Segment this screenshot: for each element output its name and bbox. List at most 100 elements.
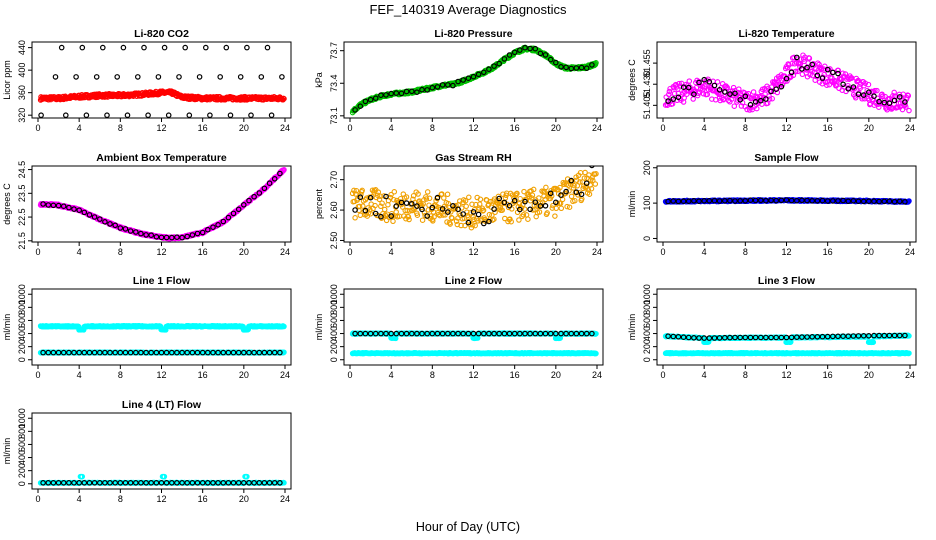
average-point <box>840 197 846 204</box>
average-point <box>210 224 216 231</box>
raw-point <box>671 90 678 97</box>
raw-point <box>491 216 497 222</box>
raw-point <box>353 191 359 197</box>
x-tick-label: 4 <box>77 247 82 257</box>
average-point <box>199 229 206 236</box>
average-point <box>511 49 518 56</box>
average-point <box>732 198 738 204</box>
average-point <box>568 177 575 184</box>
average-point <box>757 197 764 204</box>
x-tick-label: 4 <box>389 123 394 133</box>
y-tick-label: 0 <box>642 236 652 241</box>
raw-point <box>879 93 886 100</box>
average-point <box>357 103 364 110</box>
raw-point <box>872 87 878 94</box>
average-point <box>367 194 374 201</box>
raw-point <box>686 78 693 84</box>
average-point <box>506 52 513 58</box>
raw-point <box>536 195 542 201</box>
average-point <box>148 232 155 239</box>
raw-point <box>731 103 738 109</box>
average-point <box>71 349 77 356</box>
raw-point <box>487 198 494 205</box>
raw-point <box>566 204 573 210</box>
raw-point <box>593 171 599 177</box>
average-point <box>104 112 110 118</box>
raw-point <box>530 207 536 213</box>
y-tick-label: 22.5 <box>17 208 27 226</box>
average-point <box>486 218 492 225</box>
raw-point <box>517 195 523 202</box>
average-point <box>558 192 564 198</box>
average-point <box>675 198 682 205</box>
average-point <box>865 89 872 96</box>
average-point <box>220 349 227 356</box>
raw-point <box>431 214 437 220</box>
raw-point <box>736 86 742 92</box>
raw-point <box>905 92 912 99</box>
average-point <box>701 198 708 204</box>
x-tick-label: 16 <box>198 370 208 380</box>
y-axis-label: ml/min <box>2 314 12 341</box>
average-point <box>480 220 487 227</box>
series-raw-1 <box>349 350 599 357</box>
raw-point <box>527 198 534 204</box>
x-tick-label: 12 <box>468 247 478 257</box>
raw-point <box>593 60 599 66</box>
average-point <box>174 234 180 241</box>
average-point <box>76 349 83 356</box>
average-point <box>522 44 528 51</box>
panel-title: Sample Flow <box>754 152 819 164</box>
y-tick-label: 440 <box>17 40 27 55</box>
raw-point <box>403 194 410 200</box>
x-axis: 0 4 8 12 16 20 24 <box>660 241 915 257</box>
raw-point <box>352 215 358 221</box>
x-tick-label: 24 <box>280 370 290 380</box>
average-point <box>737 198 744 204</box>
average-point <box>716 87 723 93</box>
x-tick-label: 8 <box>118 247 123 257</box>
raw-point <box>423 196 430 202</box>
raw-point <box>757 95 764 101</box>
series-average-1 <box>665 197 908 205</box>
average-point <box>711 82 718 89</box>
x-tick-label: 16 <box>510 123 520 133</box>
raw-point <box>852 95 859 101</box>
average-point <box>701 76 708 83</box>
average-point <box>135 74 141 80</box>
x-tick-label: 0 <box>35 123 40 133</box>
average-point <box>79 44 86 51</box>
raw-point <box>666 88 673 95</box>
raw-point <box>874 87 880 94</box>
x-tick-label: 16 <box>198 247 208 257</box>
raw-point <box>544 210 550 216</box>
raw-point <box>377 193 383 199</box>
average-point <box>217 74 224 80</box>
raw-point <box>806 55 813 62</box>
average-point <box>721 198 728 204</box>
average-point <box>271 176 278 182</box>
x-tick-label: 4 <box>77 370 82 380</box>
x-tick-label: 12 <box>156 123 166 133</box>
average-point <box>120 44 127 51</box>
raw-point <box>466 218 473 225</box>
average-point <box>542 203 549 209</box>
average-point <box>737 97 744 103</box>
raw-point <box>681 95 687 101</box>
average-point <box>788 197 795 204</box>
raw-point <box>548 193 555 199</box>
average-point <box>860 92 867 98</box>
average-point <box>568 65 575 72</box>
raw-point <box>499 207 505 213</box>
average-point <box>824 198 831 204</box>
raw-point <box>536 209 543 215</box>
average-point <box>788 69 795 76</box>
average-point <box>716 198 723 204</box>
raw-point <box>472 222 478 229</box>
raw-point <box>804 67 810 73</box>
raw-point <box>448 209 454 215</box>
raw-point <box>414 212 421 218</box>
average-point <box>66 349 72 356</box>
